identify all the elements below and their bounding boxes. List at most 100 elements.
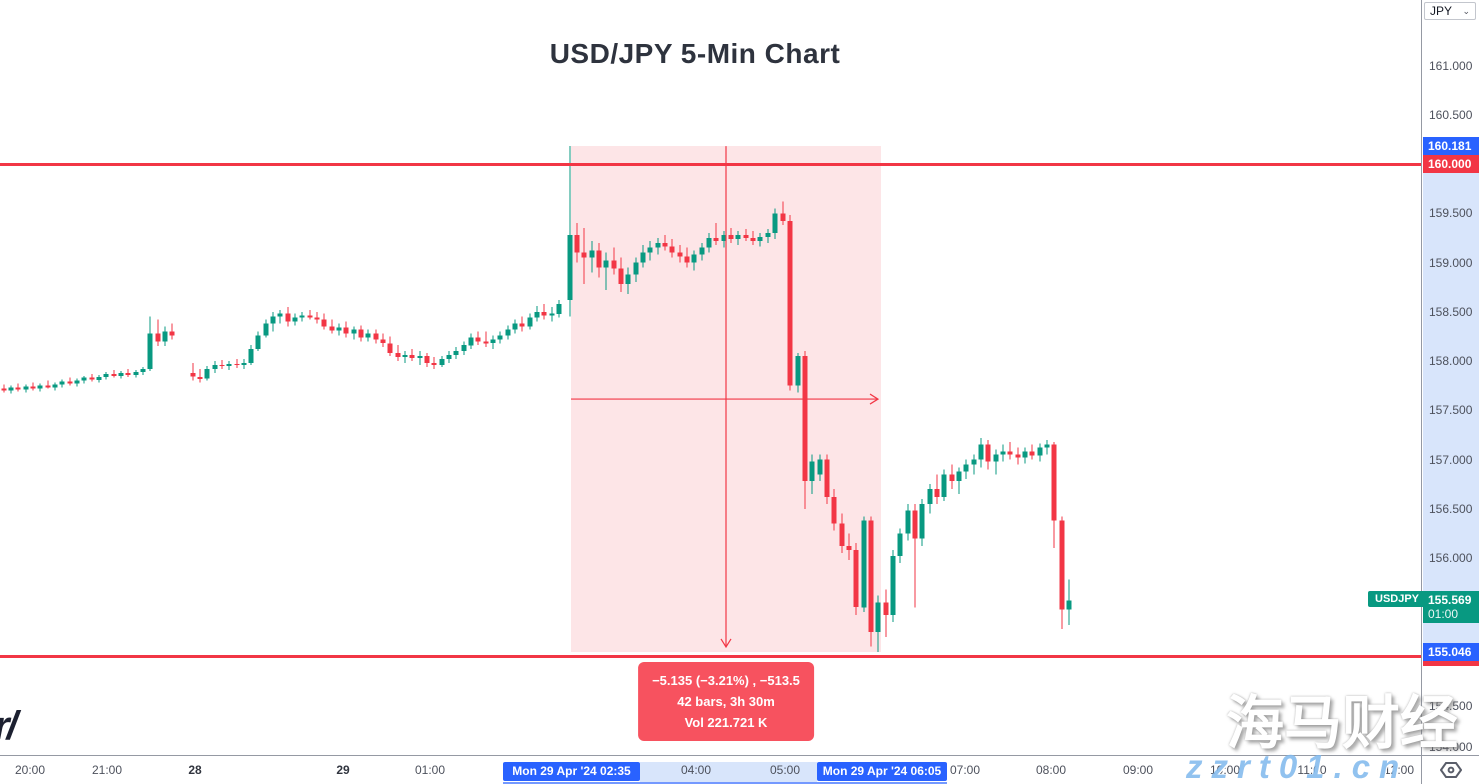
candle — [735, 231, 741, 245]
price-axis[interactable]: 161.000 160.500 159.500 159.000 158.500 158.0… — [1421, 0, 1479, 755]
time-tick-label: 20:00 — [14, 763, 46, 777]
candle — [853, 543, 859, 616]
candle — [919, 498, 925, 547]
candlestick-series[interactable] — [0, 0, 1421, 755]
candle — [37, 383, 43, 392]
candle — [993, 449, 999, 475]
symbol-price-flag[interactable]: USDJPY — [1368, 591, 1427, 608]
candle — [212, 361, 218, 373]
candle — [1059, 516, 1065, 629]
candle — [927, 484, 933, 514]
candle — [155, 319, 161, 347]
candle — [431, 357, 437, 369]
candle — [985, 439, 991, 470]
candle — [905, 503, 911, 541]
candle — [787, 215, 793, 391]
time-tick-label: 09:00 — [1122, 763, 1154, 777]
candle — [497, 331, 503, 344]
candle — [89, 373, 95, 382]
candle — [241, 359, 247, 369]
candle — [118, 370, 124, 379]
price-tick-label: 159.000 — [1429, 255, 1473, 270]
candle — [846, 533, 852, 560]
candle — [691, 250, 697, 271]
time-tick-label: 05:00 — [769, 763, 801, 777]
time-tick-label: 04:00 — [680, 763, 712, 777]
candle — [1, 384, 7, 393]
tooltip-bars: 42 bars, 3h 30m — [677, 694, 775, 709]
candle — [534, 305, 540, 322]
candle — [52, 382, 58, 391]
price-axis-measure-band — [1423, 146, 1479, 652]
candle — [831, 489, 837, 531]
candle — [67, 377, 73, 386]
candle — [603, 252, 609, 291]
candle — [941, 469, 947, 501]
candle — [446, 351, 452, 363]
candle — [757, 232, 763, 247]
candle — [439, 356, 445, 367]
gear-icon[interactable] — [1439, 761, 1462, 779]
candle — [809, 454, 815, 494]
candle — [780, 201, 786, 226]
candle — [934, 474, 940, 504]
candle — [387, 336, 393, 357]
candle — [662, 234, 668, 251]
candle — [596, 242, 602, 278]
candle — [618, 257, 624, 293]
time-tick-label: 11:00 — [1297, 763, 1327, 777]
time-axis[interactable]: 20:00 21:00 28 29 01:00 04:00 05:00 07:00 08:00 0… — [0, 755, 1479, 784]
candle — [147, 316, 153, 371]
price-tick-label: 154.000 — [1429, 740, 1473, 754]
candle — [45, 380, 51, 389]
candle — [292, 313, 298, 326]
price-tick-label: 157.500 — [1429, 403, 1473, 418]
candle — [519, 316, 525, 332]
price-level-line-155[interactable] — [0, 655, 1421, 658]
candle — [949, 464, 955, 490]
time-tick-label: 21:00 — [91, 763, 123, 777]
candle — [81, 375, 87, 384]
chart-title: USD/JPY 5-Min Chart — [549, 38, 841, 69]
candle — [23, 384, 29, 393]
chart-plot-area[interactable]: USD/JPY 5-Min Chart −5.135 (−3.21%) , −5… — [0, 0, 1421, 755]
candle — [1007, 441, 1013, 460]
candle — [358, 325, 364, 342]
candle — [336, 323, 342, 336]
candle — [395, 345, 401, 361]
candle — [839, 513, 845, 554]
candle — [74, 378, 80, 387]
date-badge-1: Mon 29 Apr '24 02:35 — [503, 762, 640, 781]
candle — [978, 437, 984, 468]
candle — [111, 369, 117, 378]
price-tick-label: 156.000 — [1429, 551, 1473, 565]
time-tick-label: 12:00 — [1383, 763, 1415, 777]
candle — [655, 237, 661, 255]
price-badge-155.046: 155.046 — [1423, 642, 1479, 661]
candle — [1015, 447, 1021, 465]
time-tick-label: 08:00 — [1035, 763, 1067, 777]
broker-logo: r/ — [0, 704, 18, 748]
candle — [765, 229, 771, 243]
candle — [512, 319, 518, 334]
candle — [861, 516, 867, 613]
candle — [743, 229, 749, 241]
candle — [824, 454, 830, 504]
candle — [226, 361, 232, 370]
candle — [721, 231, 727, 248]
candle — [912, 503, 918, 608]
currency-dropdown[interactable]: JPY ⌄ — [1424, 2, 1476, 20]
candle — [255, 331, 261, 352]
candle — [190, 363, 196, 381]
time-axis-measure-band — [640, 762, 817, 782]
candle — [373, 329, 379, 344]
price-tick-label: 158.500 — [1429, 304, 1473, 319]
price-level-line-160[interactable] — [0, 162, 1421, 166]
candle — [897, 528, 903, 563]
candle — [581, 228, 587, 285]
candle — [8, 385, 14, 394]
candle — [96, 374, 102, 383]
current-price-badge: 155.569 01:00 — [1423, 591, 1479, 624]
candle — [299, 311, 305, 322]
